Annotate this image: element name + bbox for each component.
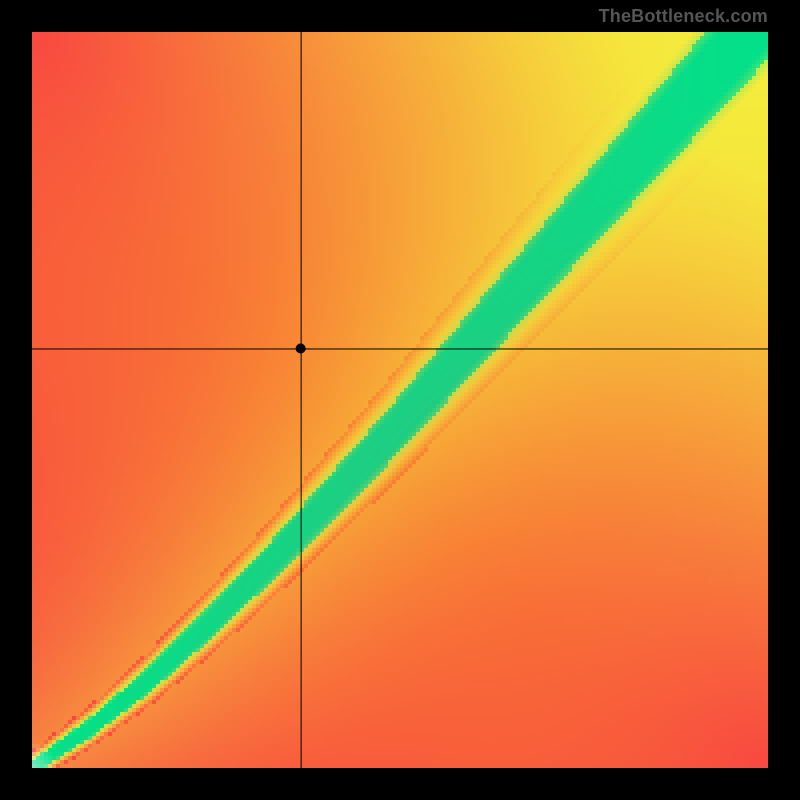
heatmap-canvas <box>32 32 768 768</box>
watermark-text: TheBottleneck.com <box>599 6 768 27</box>
plot-area <box>32 32 768 768</box>
root-container: TheBottleneck.com <box>0 0 800 800</box>
